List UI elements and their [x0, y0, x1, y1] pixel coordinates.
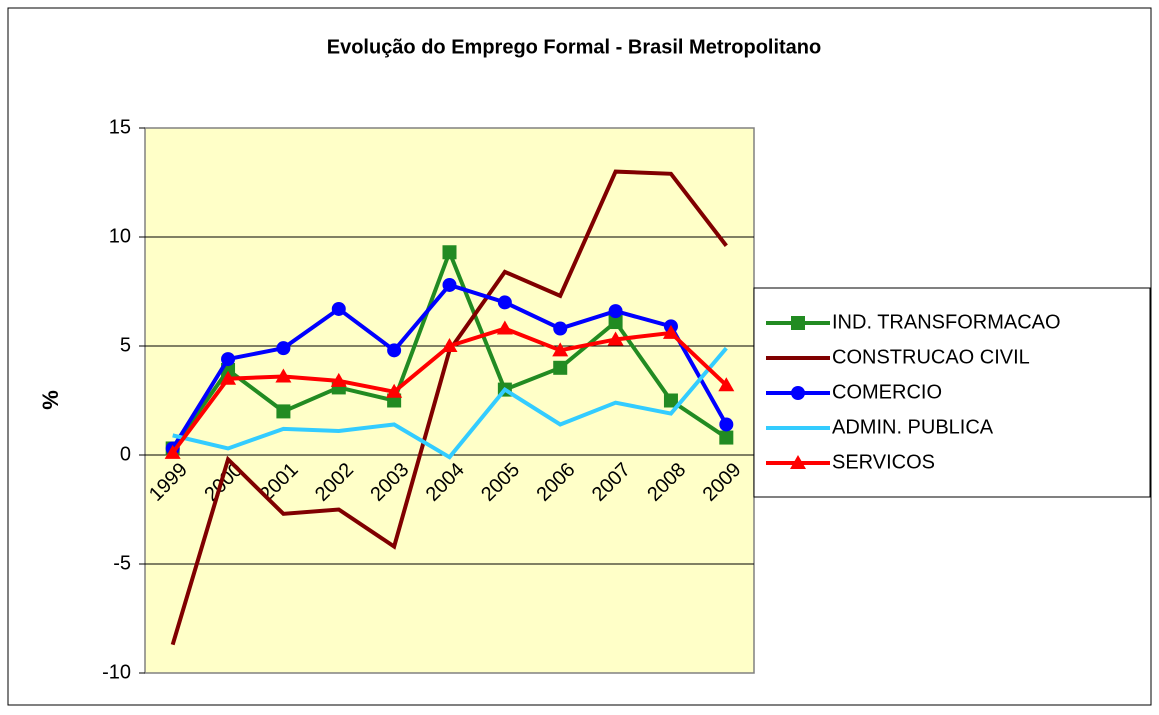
point-marker: [608, 304, 623, 319]
legend-label: IND. TRANSFORMACAO: [832, 311, 1061, 333]
legend-marker: [791, 386, 805, 400]
point-marker: [386, 383, 403, 398]
point-marker: [220, 370, 237, 385]
point-marker: [718, 377, 735, 392]
legend-label: CONSTRUCAO CIVIL: [832, 346, 1030, 368]
legend-marker: [790, 455, 806, 469]
point-marker: [221, 352, 236, 367]
point-marker: [552, 342, 569, 357]
point-marker: [275, 368, 292, 383]
y-tick-label: 0: [120, 443, 131, 465]
point-marker: [553, 360, 568, 375]
point-marker: [387, 343, 402, 358]
point-marker: [497, 295, 512, 310]
point-marker: [608, 315, 623, 330]
point-marker: [276, 341, 291, 356]
y-tick-label: 15: [109, 116, 131, 138]
point-marker: [719, 430, 734, 445]
point-marker: [719, 417, 734, 432]
legend-marker: [791, 316, 805, 330]
legend-label: COMERCIO: [832, 381, 942, 403]
y-tick-label: 10: [109, 225, 131, 247]
y-axis-label: %: [38, 390, 63, 410]
y-tick-label: -5: [113, 552, 131, 574]
point-marker: [662, 324, 679, 339]
point-marker: [442, 277, 457, 292]
legend-label: SERVICOS: [832, 451, 935, 473]
point-marker: [164, 444, 181, 459]
point-marker: [607, 331, 624, 346]
point-marker: [442, 245, 457, 260]
point-marker: [331, 301, 346, 316]
point-marker: [330, 372, 347, 387]
point-marker: [553, 321, 568, 336]
point-marker: [496, 320, 513, 335]
series-line: [172, 346, 728, 460]
legend-label: ADMIN. PUBLICA: [832, 416, 994, 438]
y-tick-label: -10: [102, 661, 131, 683]
chart-title: Evolução do Emprego Formal - Brasil Metr…: [327, 36, 822, 58]
plot-area: [144, 127, 755, 674]
y-tick-label: 5: [120, 334, 131, 356]
point-marker: [276, 404, 291, 419]
point-marker: [441, 338, 458, 352]
point-marker: [663, 393, 678, 408]
